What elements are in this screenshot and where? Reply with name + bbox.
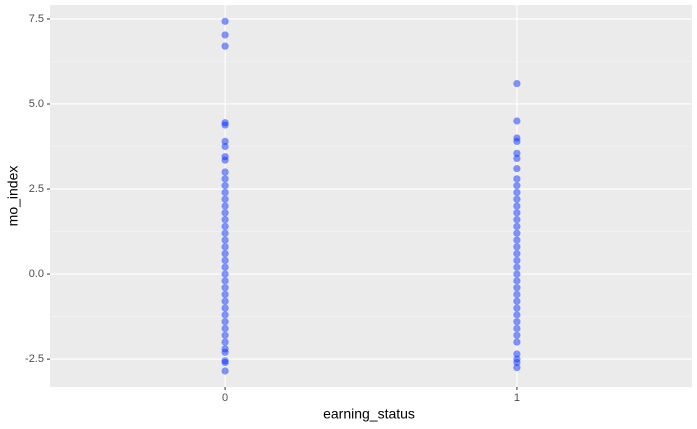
point: [221, 345, 229, 353]
point: [221, 121, 229, 129]
point: [513, 297, 521, 305]
point: [221, 168, 229, 176]
point: [513, 195, 521, 203]
point: [221, 358, 229, 367]
point: [221, 222, 229, 231]
point: [221, 256, 229, 265]
point: [221, 263, 229, 271]
point: [221, 216, 229, 224]
point: [221, 142, 229, 151]
point: [221, 290, 229, 299]
point: [513, 263, 521, 271]
point: [513, 165, 521, 173]
point: [513, 222, 521, 231]
point: [221, 331, 229, 339]
point: [221, 229, 229, 237]
point: [221, 324, 229, 333]
y-tick-label: 0.0: [29, 268, 44, 280]
point: [513, 250, 521, 258]
x-tick-label: 1: [514, 392, 520, 404]
point: [221, 182, 229, 190]
point: [221, 311, 229, 319]
point: [513, 149, 521, 157]
point: [221, 202, 229, 210]
point: [513, 277, 521, 285]
point: [221, 243, 229, 251]
point: [221, 17, 229, 25]
point: [221, 338, 229, 346]
point: [221, 270, 229, 278]
point: [513, 364, 521, 372]
point: [513, 331, 521, 339]
point: [513, 318, 521, 326]
point: [221, 284, 229, 292]
point: [221, 156, 229, 164]
x-axis-title: earning_status: [323, 406, 415, 422]
point: [513, 202, 521, 210]
point: [513, 79, 521, 88]
point: [221, 188, 229, 197]
point: [513, 182, 521, 190]
point: [513, 304, 521, 312]
point: [221, 42, 229, 50]
point: [221, 297, 229, 305]
point: [513, 270, 521, 278]
point: [513, 175, 521, 183]
point: [513, 290, 521, 299]
point: [221, 137, 229, 146]
point: [221, 209, 229, 217]
point: [513, 216, 521, 224]
plot-panel: [50, 5, 692, 387]
point: [513, 358, 521, 367]
x-tick-label: 0: [222, 392, 228, 404]
point: [513, 284, 521, 292]
point: [513, 311, 521, 319]
point: [221, 250, 229, 258]
point: [513, 209, 521, 217]
point: [513, 137, 521, 146]
point: [513, 338, 521, 346]
point: [513, 350, 521, 358]
point: [221, 304, 229, 312]
y-tick-label: 7.5: [29, 13, 44, 25]
point: [513, 188, 521, 197]
point: [221, 318, 229, 326]
point: [221, 31, 229, 39]
point: [513, 243, 521, 251]
point: [221, 175, 229, 183]
point: [221, 277, 229, 285]
y-tick-label: -2.5: [25, 353, 44, 365]
point: [221, 236, 229, 244]
point: [513, 229, 521, 237]
point: [513, 117, 521, 125]
point: [513, 154, 521, 163]
y-tick-label: 2.5: [29, 183, 44, 195]
point: [513, 256, 521, 265]
point: [221, 367, 229, 375]
point: [513, 236, 521, 244]
y-axis-title: mo_index: [5, 166, 21, 227]
y-tick-label: 5.0: [29, 98, 44, 110]
point: [513, 324, 521, 333]
point: [221, 195, 229, 203]
